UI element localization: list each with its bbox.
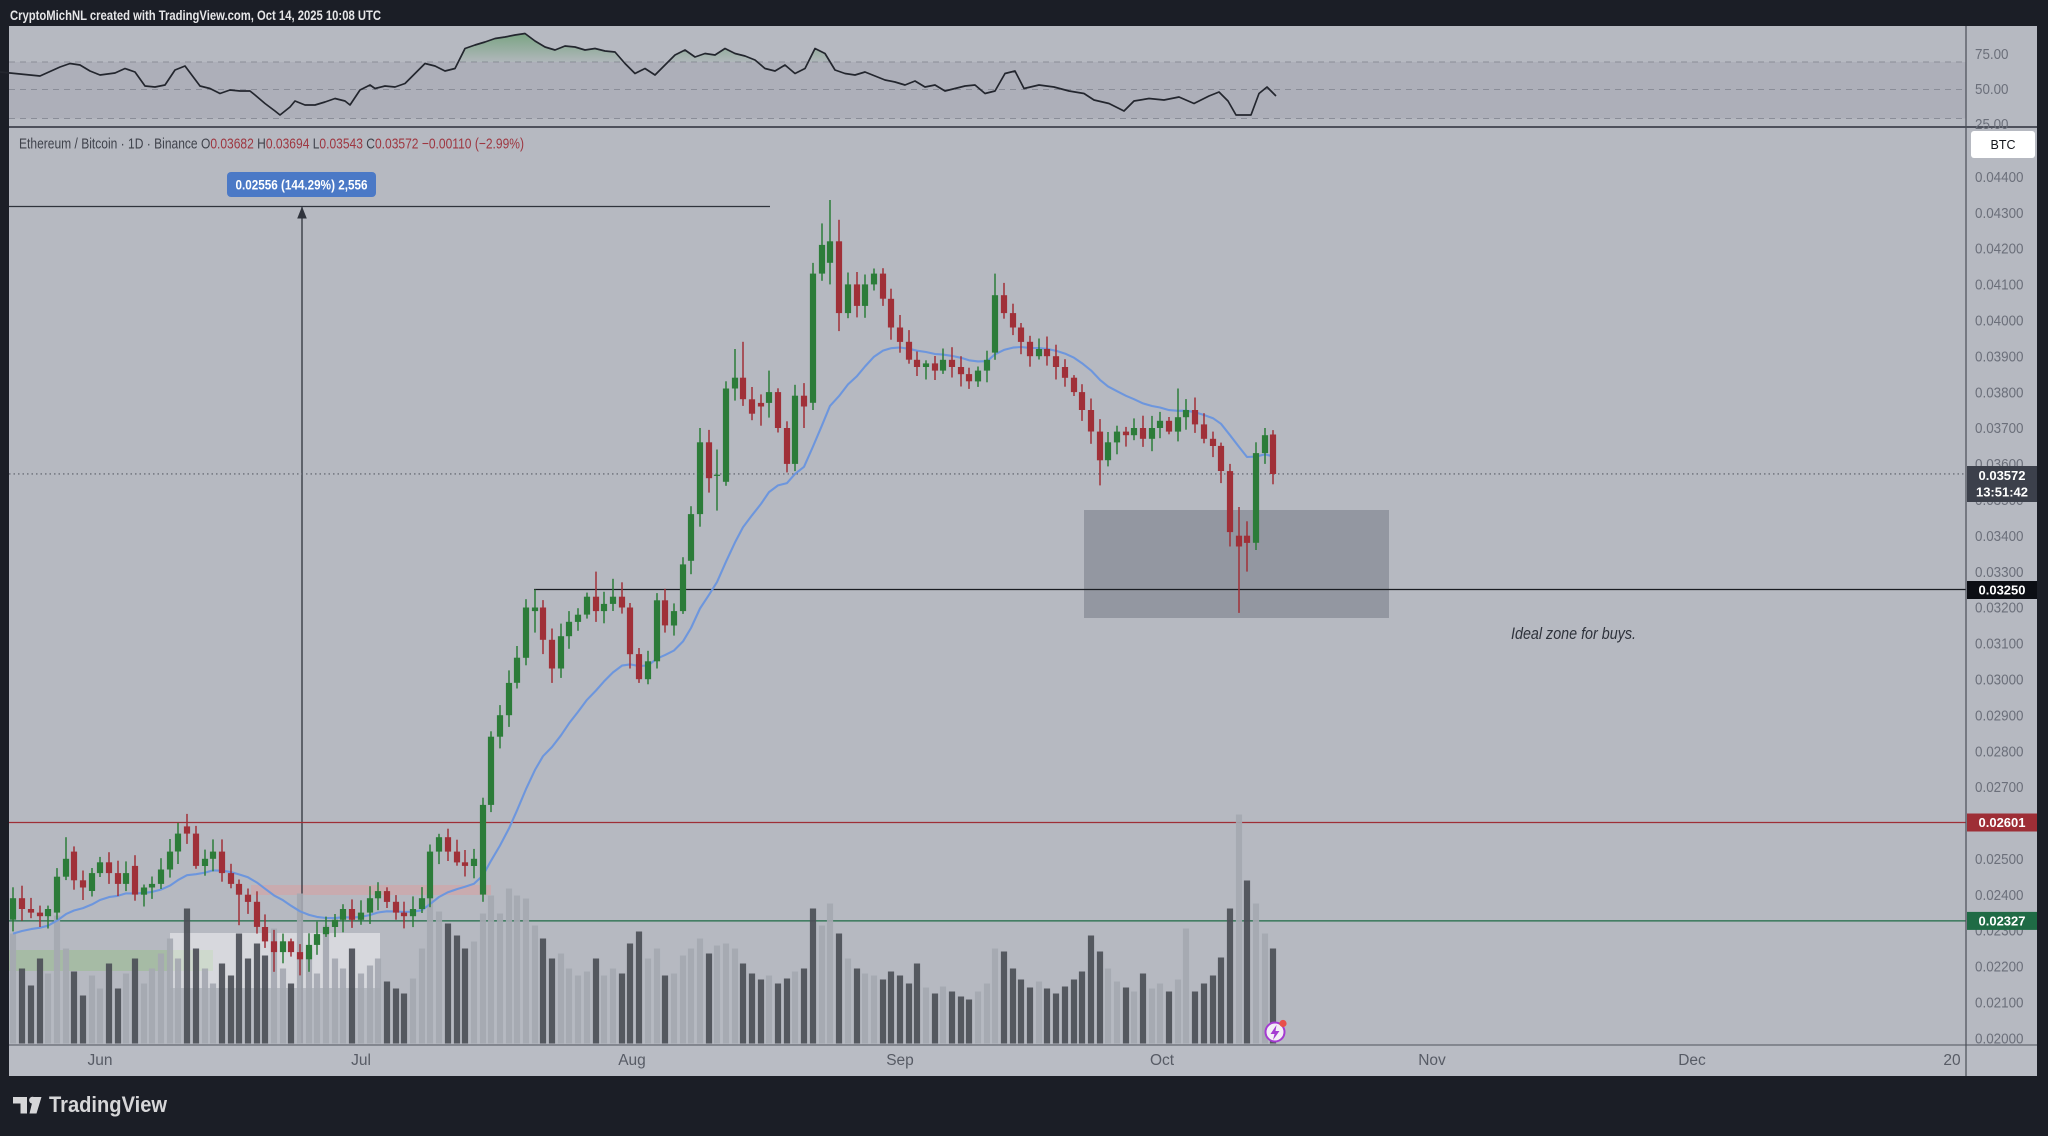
svg-text:TradingView: TradingView [49, 1092, 167, 1117]
svg-text:0.02100: 0.02100 [1975, 996, 2024, 1012]
svg-text:0.04000: 0.04000 [1975, 314, 2024, 330]
svg-text:Nov: Nov [1418, 1052, 1446, 1069]
svg-text:0.03300: 0.03300 [1975, 565, 2024, 581]
svg-text:0.02700: 0.02700 [1975, 780, 2024, 796]
svg-text:75.00: 75.00 [1975, 47, 2009, 63]
svg-text:0.03700: 0.03700 [1975, 421, 2024, 437]
svg-text:0.03400: 0.03400 [1975, 529, 2024, 545]
svg-text:25.00: 25.00 [1975, 117, 2009, 133]
svg-text:0.02800: 0.02800 [1975, 744, 2024, 760]
svg-text:0.02601: 0.02601 [1979, 815, 2026, 830]
svg-text:0.03572: 0.03572 [1979, 468, 2026, 483]
svg-text:0.03900: 0.03900 [1975, 349, 2024, 365]
svg-text:0.04400: 0.04400 [1975, 170, 2024, 186]
svg-text:0.03200: 0.03200 [1975, 601, 2024, 617]
svg-text:0.02000: 0.02000 [1975, 1031, 2024, 1047]
svg-text:13:51:42: 13:51:42 [1976, 485, 2028, 500]
svg-text:Dec: Dec [1678, 1052, 1706, 1069]
svg-text:0.04100: 0.04100 [1975, 278, 2024, 294]
svg-text:0.03250: 0.03250 [1979, 583, 2026, 598]
svg-text:0.04200: 0.04200 [1975, 242, 2024, 258]
svg-text:Jul: Jul [351, 1052, 371, 1069]
svg-text:0.02327: 0.02327 [1979, 913, 2026, 928]
svg-text:0.02200: 0.02200 [1975, 960, 2024, 976]
svg-text:Ideal zone for buys.: Ideal zone for buys. [1511, 624, 1636, 643]
svg-text:CryptoMichNL created with Trad: CryptoMichNL created with TradingView.co… [10, 7, 381, 23]
svg-text:0.02400: 0.02400 [1975, 888, 2024, 904]
svg-text:Aug: Aug [618, 1052, 646, 1069]
svg-text:Jun: Jun [88, 1052, 113, 1069]
svg-text:Ethereum / Bitcoin · 1D · Bina: Ethereum / Bitcoin · 1D · Binance O0.036… [19, 136, 524, 153]
svg-text:0.03100: 0.03100 [1975, 637, 2024, 653]
svg-text:0.03800: 0.03800 [1975, 385, 2024, 401]
svg-text:0.04300: 0.04300 [1975, 206, 2024, 222]
svg-text:0.02900: 0.02900 [1975, 708, 2024, 724]
svg-text:50.00: 50.00 [1975, 82, 2009, 98]
svg-text:Oct: Oct [1150, 1052, 1175, 1069]
svg-text:BTC: BTC [1991, 138, 2016, 152]
svg-text:0.03000: 0.03000 [1975, 673, 2024, 689]
svg-text:Sep: Sep [886, 1052, 914, 1069]
svg-text:20: 20 [1943, 1052, 1961, 1069]
svg-text:0.02500: 0.02500 [1975, 852, 2024, 868]
svg-text:0.02556 (144.29%) 2,556: 0.02556 (144.29%) 2,556 [236, 178, 368, 193]
